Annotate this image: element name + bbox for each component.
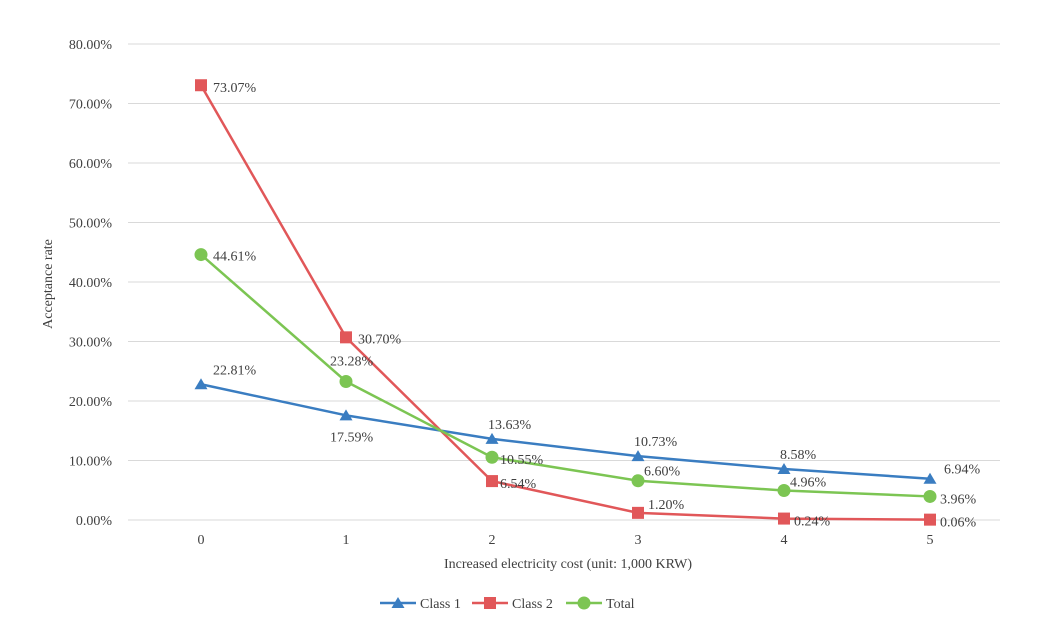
data-label: 0.24% <box>794 515 831 530</box>
data-point <box>340 331 352 344</box>
x-tick-label: 2 <box>489 533 496 548</box>
x-tick-label: 4 <box>781 533 788 548</box>
data-label: 8.58% <box>780 448 817 463</box>
series-line <box>200 253 931 498</box>
legend-label: Total <box>606 597 635 612</box>
data-point <box>485 450 499 464</box>
y-tick-label: 60.00% <box>69 157 113 172</box>
y-tick-label: 10.00% <box>69 455 113 470</box>
x-tick-label: 3 <box>635 533 642 548</box>
data-point <box>923 472 937 484</box>
data-point <box>486 475 498 488</box>
x-tick-label: 5 <box>927 533 934 548</box>
data-label: 10.73% <box>634 435 678 450</box>
legend-item-class-2: Class 2 <box>472 597 553 612</box>
data-label: 44.61% <box>213 250 257 265</box>
data-label: 23.28% <box>330 354 374 369</box>
series-class-2 <box>195 79 936 526</box>
data-labels: 22.81% 17.59% 13.63% 10.73% 8.58% 6.94% 73.07%… <box>213 81 981 530</box>
legend: Class 1 Class 2 Total <box>380 596 635 612</box>
legend-marker <box>391 597 405 608</box>
legend-marker <box>577 596 591 610</box>
data-point <box>339 409 353 421</box>
legend-marker <box>484 597 496 609</box>
data-label: 73.07% <box>213 81 257 96</box>
series <box>194 79 937 526</box>
series-class-1 <box>194 378 937 484</box>
data-label: 6.54% <box>500 477 537 492</box>
y-tick-label: 40.00% <box>69 276 113 291</box>
data-point <box>194 248 208 262</box>
data-point <box>485 432 499 444</box>
data-point <box>777 483 791 497</box>
y-tick-label: 80.00% <box>69 38 113 53</box>
x-axis-ticks: 0 1 2 3 4 5 <box>198 533 934 548</box>
data-label: 17.59% <box>330 430 374 445</box>
data-label: 30.70% <box>358 332 402 347</box>
data-label: 22.81% <box>213 363 257 378</box>
x-axis-title: Increased electricity cost (unit: 1,000 … <box>444 557 692 572</box>
data-point <box>778 512 790 525</box>
legend-label: Class 1 <box>420 597 461 612</box>
y-tick-label: 30.00% <box>69 336 113 351</box>
y-tick-label: 70.00% <box>69 98 113 113</box>
series-line <box>200 383 931 480</box>
data-label: 0.06% <box>940 516 977 531</box>
legend-item-total: Total <box>566 596 635 612</box>
x-tick-label: 0 <box>198 533 205 548</box>
data-point <box>339 374 353 388</box>
series-total <box>194 248 937 503</box>
data-point <box>631 474 645 488</box>
y-tick-label: 20.00% <box>69 395 113 410</box>
y-axis-title: Acceptance rate <box>41 239 56 329</box>
data-point <box>923 489 937 503</box>
series-line <box>199 84 931 521</box>
data-label: 1.20% <box>648 498 685 513</box>
data-point <box>631 450 645 462</box>
data-point <box>195 79 207 92</box>
data-label: 10.55% <box>500 453 544 468</box>
data-point <box>632 506 644 519</box>
legend-item-class-1: Class 1 <box>380 597 461 612</box>
data-point <box>924 513 936 526</box>
y-tick-label: 0.00% <box>76 514 113 529</box>
data-point <box>194 378 208 390</box>
data-label: 6.94% <box>944 463 981 478</box>
data-label: 13.63% <box>488 418 532 433</box>
data-point <box>777 462 791 474</box>
legend-label: Class 2 <box>512 597 553 612</box>
y-tick-label: 50.00% <box>69 217 113 232</box>
data-label: 4.96% <box>790 475 827 490</box>
x-tick-label: 1 <box>343 533 350 548</box>
data-label: 6.60% <box>644 465 681 480</box>
data-label: 3.96% <box>940 492 977 507</box>
y-axis-ticks: 0.00% 10.00% 20.00% 30.00% 40.00% 50.00% 60.00… <box>69 38 113 529</box>
